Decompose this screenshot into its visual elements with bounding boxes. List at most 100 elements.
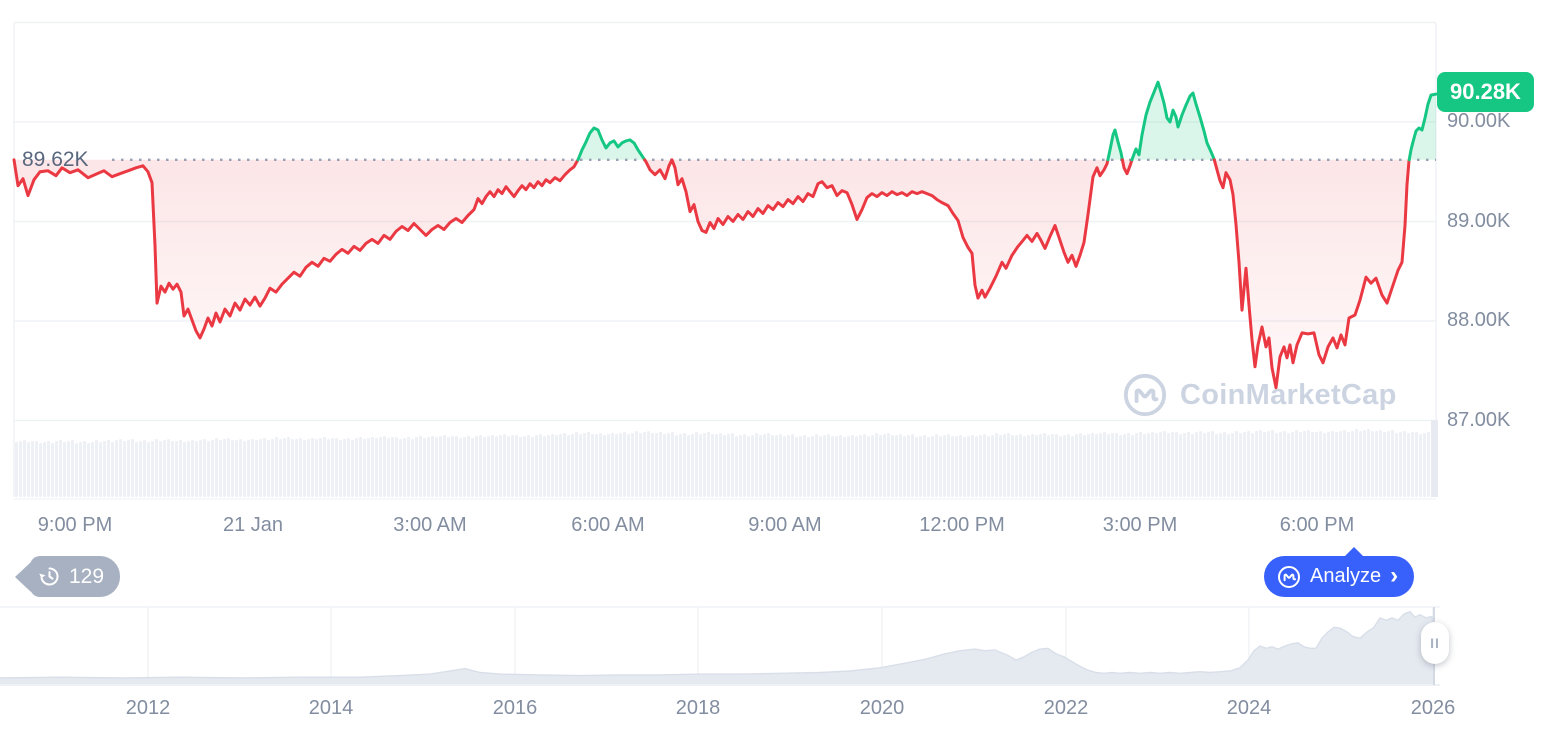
volume-bar	[739, 435, 742, 497]
volume-bar	[1123, 434, 1126, 497]
volume-bar	[43, 442, 46, 497]
volume-bar	[843, 437, 846, 497]
volume-bar	[1027, 435, 1030, 497]
volume-bar	[319, 438, 322, 497]
volume-bar	[647, 431, 650, 497]
volume-bar	[1299, 432, 1302, 497]
history-count-badge[interactable]: 129	[30, 556, 121, 597]
volume-bar	[627, 434, 630, 497]
volume-bar	[391, 437, 394, 497]
volume-bar	[551, 434, 554, 497]
volume-bar	[119, 439, 122, 497]
volume-bar	[1015, 435, 1018, 497]
volume-bar	[247, 440, 250, 497]
volume-bar	[915, 437, 918, 497]
volume-bar	[1259, 430, 1262, 497]
volume-bar	[1331, 431, 1334, 497]
volume-bar	[427, 437, 430, 497]
volume-bar	[1319, 431, 1322, 497]
volume-bar	[579, 434, 582, 497]
volume-bar	[1367, 429, 1370, 497]
volume-bar	[907, 435, 910, 497]
volume-bar	[939, 436, 942, 497]
volume-bar	[519, 437, 522, 497]
volume-bar	[243, 441, 246, 497]
volume-bar	[1183, 433, 1186, 497]
volume-bar	[103, 441, 106, 497]
volume-bar	[1091, 433, 1094, 497]
loss-area-fill	[644, 159, 1108, 299]
volume-bar	[879, 435, 882, 497]
chevron-right-icon: ›	[1390, 561, 1399, 589]
volume-bar	[839, 435, 842, 497]
navigator-year-label: 2022	[1043, 697, 1089, 719]
gain-area-fill	[1132, 82, 1215, 160]
volume-bar	[511, 435, 514, 497]
volume-bar	[1207, 432, 1210, 497]
volume-bar	[1019, 434, 1022, 497]
volume-bar	[783, 436, 786, 497]
volume-bar	[591, 434, 594, 497]
volume-bar	[935, 434, 938, 497]
volume-bar	[251, 439, 254, 497]
volume-bar	[1275, 433, 1278, 497]
volume-bar	[1327, 432, 1330, 497]
volume-bar	[531, 437, 534, 497]
volume-bar	[1191, 434, 1194, 497]
volume-bar	[1239, 433, 1242, 497]
volume-bar	[1199, 431, 1202, 497]
price-line-up	[576, 126, 647, 162]
volume-bar	[575, 432, 578, 497]
volume-bar	[451, 436, 454, 497]
volume-bar	[1267, 431, 1270, 497]
volume-bar	[1067, 434, 1070, 497]
volume-bar	[339, 440, 342, 497]
volume-bar	[383, 436, 386, 497]
volume-bar	[711, 434, 714, 497]
volume-bar	[307, 439, 310, 497]
volume-bar	[1419, 434, 1422, 497]
volume-bar	[795, 437, 798, 497]
volume-bar	[87, 443, 90, 497]
range-selector-handle[interactable]: II	[1421, 622, 1449, 664]
volume-bar	[1291, 432, 1294, 497]
volume-bar	[959, 435, 962, 497]
volume-bar	[1387, 431, 1390, 497]
volume-bar	[999, 435, 1002, 497]
volume-bar	[1219, 433, 1222, 497]
volume-bar	[571, 434, 574, 497]
volume-bar	[91, 442, 94, 497]
volume-bar	[1003, 434, 1006, 497]
price-line-down	[12, 158, 580, 340]
volume-bar	[919, 436, 922, 497]
volume-bar	[1055, 434, 1058, 497]
x-axis-tick-label: 6:00 PM	[1279, 514, 1355, 536]
volume-bar	[967, 436, 970, 497]
navigator-area[interactable]	[0, 611, 1434, 684]
volume-bar	[523, 436, 526, 497]
volume-bar	[355, 438, 358, 497]
volume-bar	[1111, 433, 1114, 497]
volume-bar	[951, 436, 954, 497]
volume-bar	[787, 435, 790, 497]
analyze-button[interactable]: Analyze ›	[1264, 547, 1415, 597]
volume-bar	[191, 440, 194, 497]
volume-bar	[331, 438, 334, 497]
volume-bar	[983, 434, 986, 497]
volume-bar	[283, 438, 286, 497]
volume-bar	[1339, 431, 1342, 497]
volume-bar	[847, 436, 850, 497]
volume-bar	[363, 439, 366, 497]
volume-bar	[135, 442, 138, 497]
volume-bar	[775, 435, 778, 497]
y-axis-tick-label: 88.00K	[1447, 309, 1511, 331]
volume-bar	[483, 437, 486, 497]
volume-bar	[15, 442, 18, 497]
volume-bar	[971, 435, 974, 497]
volume-bar	[219, 440, 222, 497]
volume-bar	[703, 433, 706, 497]
volume-bar	[127, 440, 130, 497]
volume-bar	[487, 436, 490, 497]
coinmarketcap-logo-icon	[1123, 373, 1167, 417]
